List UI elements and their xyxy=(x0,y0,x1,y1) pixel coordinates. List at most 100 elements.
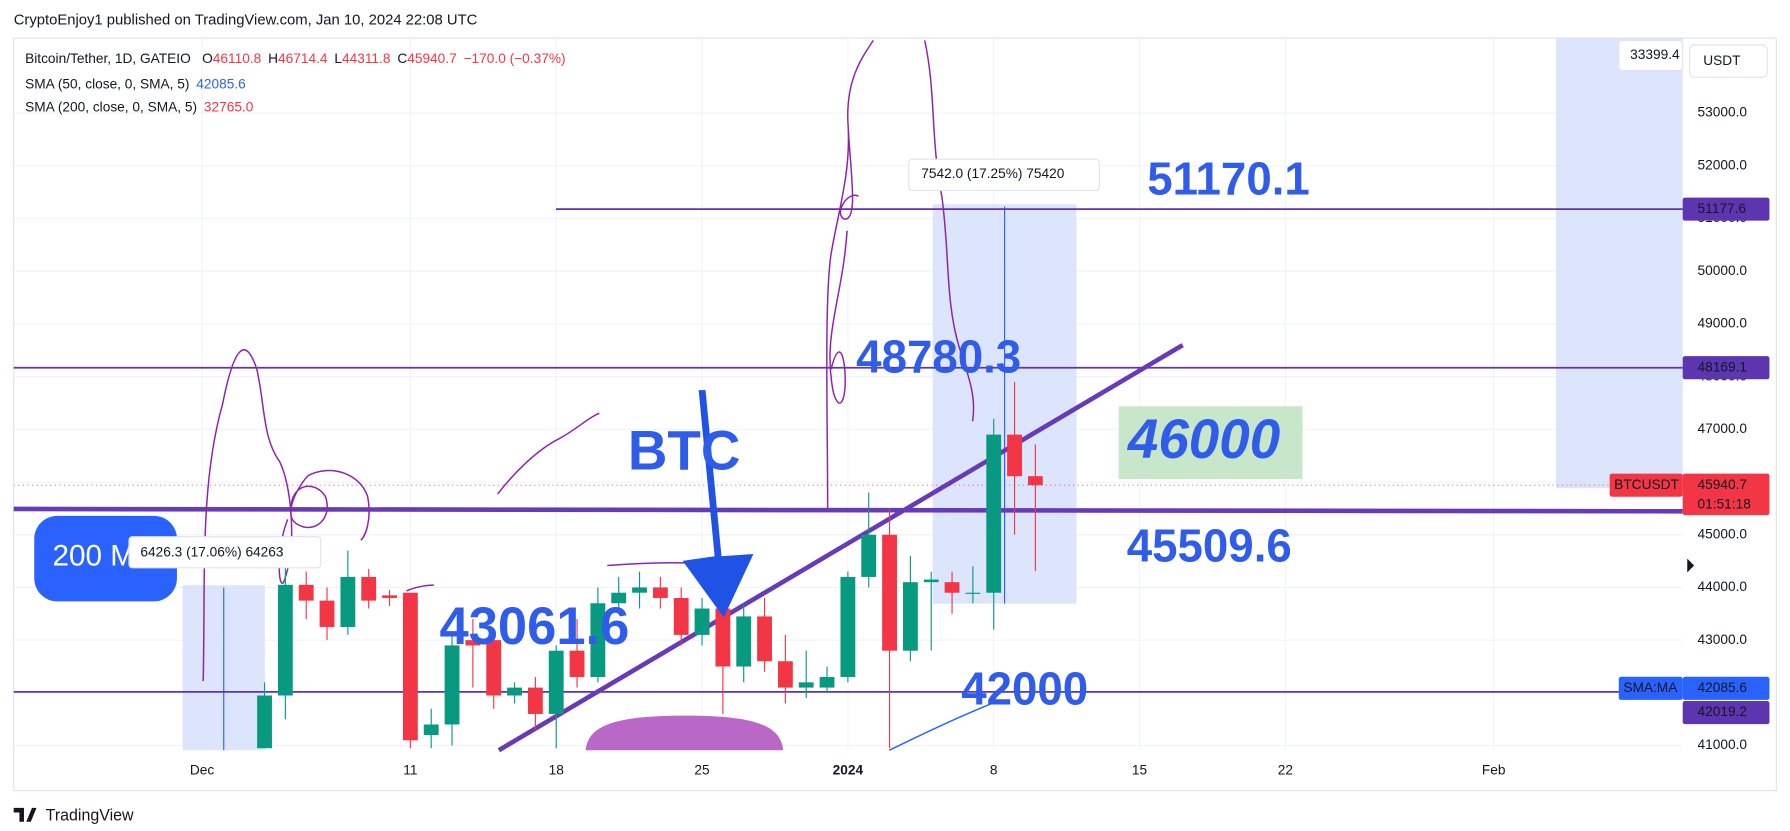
y-tick-label: 44000.0 xyxy=(1698,579,1748,594)
candle-body xyxy=(423,724,439,736)
freehand-stroke xyxy=(923,40,975,422)
ohlc-value: 46714.4 xyxy=(278,50,328,65)
measure-box xyxy=(1555,38,1683,489)
candle-body xyxy=(611,592,627,604)
y-tick-label: 53000.0 xyxy=(1698,105,1748,120)
x-tick-label: 8 xyxy=(990,763,998,778)
indicator-legend: SMA (50, close, 0, SMA, 5) 42085.6 xyxy=(25,76,246,91)
currency-box xyxy=(1688,44,1768,78)
measure-label-box xyxy=(908,158,1100,192)
x-tick-label: 25 xyxy=(694,763,710,778)
symbol: Bitcoin/Tether, 1D, GATEIO xyxy=(25,50,191,65)
candle-body xyxy=(694,608,710,635)
price-tag xyxy=(1682,676,1770,700)
annotation: 42000 xyxy=(961,662,1088,714)
x-tick-label: 22 xyxy=(1278,763,1293,778)
annotation: 46000 xyxy=(1127,408,1281,470)
candle-body xyxy=(486,640,502,696)
candle-body xyxy=(902,582,918,651)
x-tick-label: 15 xyxy=(1132,763,1148,778)
currency: USDT xyxy=(1703,53,1741,68)
highlight-box xyxy=(1118,406,1303,479)
scroll-button[interactable] xyxy=(1687,558,1695,573)
arrow xyxy=(682,390,754,618)
annotation: BTC xyxy=(628,419,741,481)
candle-body xyxy=(569,650,585,678)
y-tick-label: 41000.0 xyxy=(1698,737,1748,752)
measure-label: 7542.0 (17.25%) 75420 xyxy=(921,166,1064,181)
candle-body xyxy=(257,695,272,749)
y-tick-label: 45000.0 xyxy=(1698,526,1748,541)
candle-body xyxy=(548,650,564,714)
candle-body xyxy=(1027,476,1043,486)
level-line xyxy=(13,506,1683,514)
price-tag xyxy=(1682,473,1770,516)
countdown: 01:51:18 xyxy=(1698,496,1752,511)
candle-body xyxy=(319,600,335,627)
y-tick-label: 43000.0 xyxy=(1698,632,1748,647)
x-tick-label: Feb xyxy=(1482,763,1506,778)
candle-body xyxy=(527,687,543,714)
annotation: 48780.3 xyxy=(856,330,1021,382)
indicator-legend: SMA (200, close, 0, SMA, 5) 32765.0 xyxy=(25,99,254,114)
x-tick-label: Dec xyxy=(190,763,214,778)
label-pill xyxy=(585,715,784,751)
x-tick-label: 11 xyxy=(403,763,417,778)
candle-body xyxy=(444,645,460,725)
ohlc-key: C xyxy=(397,50,407,65)
top-tag-box xyxy=(1618,39,1684,71)
candle-body xyxy=(798,682,814,688)
y-tick-label: 50000.0 xyxy=(1698,263,1748,278)
annotation: 200 M xyxy=(53,539,135,572)
measure-label: 6426.3 (17.06%) 64263 xyxy=(140,544,283,559)
candle-body xyxy=(465,640,481,646)
trend-line xyxy=(497,343,1184,753)
annotation: 43061.6 xyxy=(440,597,630,656)
freehand-stroke xyxy=(290,469,370,541)
footer: TradingView xyxy=(46,806,134,824)
change: −170.0 (−0.37%) xyxy=(464,50,566,65)
candle-body xyxy=(590,603,606,678)
measure-label-box xyxy=(128,536,322,569)
price-tag-label: 51177.6 xyxy=(1698,201,1747,216)
y-tick-label: 47000.0 xyxy=(1698,421,1748,436)
candle-body xyxy=(402,592,418,741)
candle-body xyxy=(715,608,731,667)
ohlc-value: 44311.8 xyxy=(342,50,391,65)
annotation: 51170.1 xyxy=(1147,152,1310,204)
price-tag-name-box xyxy=(1618,676,1683,700)
candle-body xyxy=(861,534,877,577)
freehand-stroke xyxy=(826,39,874,508)
price-tag-label: 48169.1 xyxy=(1698,359,1747,374)
price-tag-name-box xyxy=(1609,473,1683,497)
candle-body xyxy=(840,576,856,678)
annotation: 45509.6 xyxy=(1127,519,1292,571)
indicator-name: SMA (200, close, 0, SMA, 5) xyxy=(25,99,197,114)
candle-body xyxy=(507,687,522,696)
candle-body xyxy=(298,584,314,601)
byline: CryptoEnjoy1 published on TradingView.co… xyxy=(14,12,478,29)
x-tick-label: 2024 xyxy=(833,763,864,778)
ohlc-value: 46110.8 xyxy=(213,50,262,65)
candle-body xyxy=(736,616,752,667)
candle-body xyxy=(340,576,356,627)
candle-body xyxy=(277,584,293,696)
candle-body xyxy=(923,579,939,583)
chart-frame xyxy=(13,37,1777,792)
candle-body xyxy=(652,587,668,598)
price-tag-label: 45940.7 xyxy=(1698,477,1747,492)
y-tick-label: 52000.0 xyxy=(1698,157,1748,172)
candle-body xyxy=(673,597,689,635)
candle-body xyxy=(382,595,397,598)
indicator-value: 42085.6 xyxy=(196,76,246,91)
indicator-value: 32765.0 xyxy=(204,99,254,114)
candle-body xyxy=(361,576,377,601)
price-tag-name: SMA:MA xyxy=(1623,680,1678,695)
candle-body xyxy=(1007,434,1022,477)
price-tag xyxy=(1682,197,1770,221)
price-tag xyxy=(1682,356,1770,380)
candle-body xyxy=(986,434,1002,593)
freehand-stroke xyxy=(497,412,600,495)
ohlc-key: H xyxy=(268,50,278,65)
